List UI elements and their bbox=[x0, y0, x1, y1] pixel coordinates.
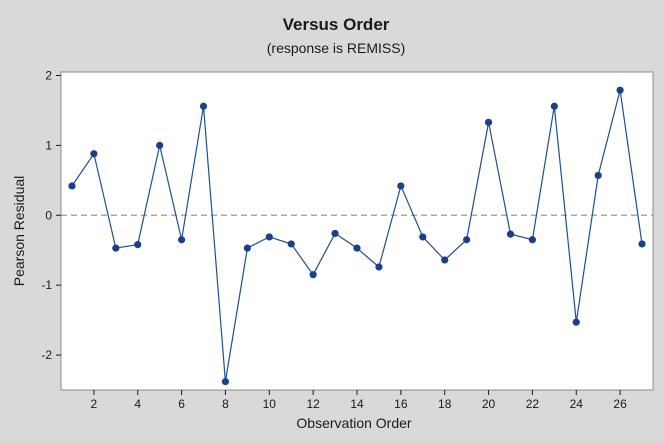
x-tick-label: 12 bbox=[306, 397, 320, 411]
y-tick-label: -2 bbox=[41, 348, 52, 362]
x-tick-label: 16 bbox=[394, 397, 408, 411]
data-point bbox=[572, 318, 580, 326]
data-point bbox=[287, 240, 295, 248]
data-point bbox=[134, 241, 142, 249]
data-point bbox=[221, 378, 230, 386]
chart-subtitle: (response is REMISS) bbox=[267, 40, 405, 56]
x-tick-label: 10 bbox=[263, 397, 277, 411]
data-point bbox=[243, 244, 251, 252]
data-point bbox=[550, 102, 558, 110]
x-tick-label: 6 bbox=[178, 397, 185, 411]
y-tick-label: 2 bbox=[45, 68, 52, 82]
data-point bbox=[484, 118, 493, 126]
data-point bbox=[177, 236, 186, 244]
x-tick-label: 24 bbox=[570, 397, 584, 411]
data-point bbox=[90, 150, 98, 158]
data-point bbox=[112, 244, 120, 252]
data-point bbox=[419, 233, 427, 241]
data-point bbox=[156, 141, 164, 149]
data-point bbox=[441, 256, 449, 264]
data-point bbox=[265, 233, 273, 241]
data-point bbox=[506, 230, 515, 238]
x-tick-label: 18 bbox=[438, 397, 452, 411]
x-tick-label: 4 bbox=[134, 397, 141, 411]
plot-area bbox=[60, 71, 654, 391]
data-point bbox=[309, 271, 317, 279]
x-tick-label: 14 bbox=[350, 397, 364, 411]
x-tick-label: 22 bbox=[526, 397, 540, 411]
y-tick-label: 0 bbox=[45, 208, 52, 222]
x-tick-label: 2 bbox=[91, 397, 98, 411]
x-tick-label: 8 bbox=[222, 397, 229, 411]
data-point bbox=[463, 236, 471, 244]
x-axis-label: Observation Order bbox=[296, 415, 411, 431]
data-point bbox=[397, 182, 405, 190]
data-point bbox=[375, 263, 383, 271]
chart-title: Versus Order bbox=[283, 15, 390, 34]
data-point bbox=[594, 171, 602, 180]
y-axis-label: Pearson Residual bbox=[11, 176, 27, 287]
data-point bbox=[199, 102, 208, 110]
y-tick-label: -1 bbox=[41, 278, 52, 292]
y-tick-label: 1 bbox=[45, 138, 52, 152]
data-point bbox=[638, 240, 646, 248]
x-tick-label: 20 bbox=[482, 397, 496, 411]
data-point bbox=[616, 86, 624, 94]
data-point bbox=[353, 244, 361, 252]
data-point bbox=[68, 182, 76, 190]
data-point bbox=[528, 236, 537, 244]
data-point bbox=[331, 229, 339, 238]
x-tick-label: 26 bbox=[613, 397, 627, 411]
